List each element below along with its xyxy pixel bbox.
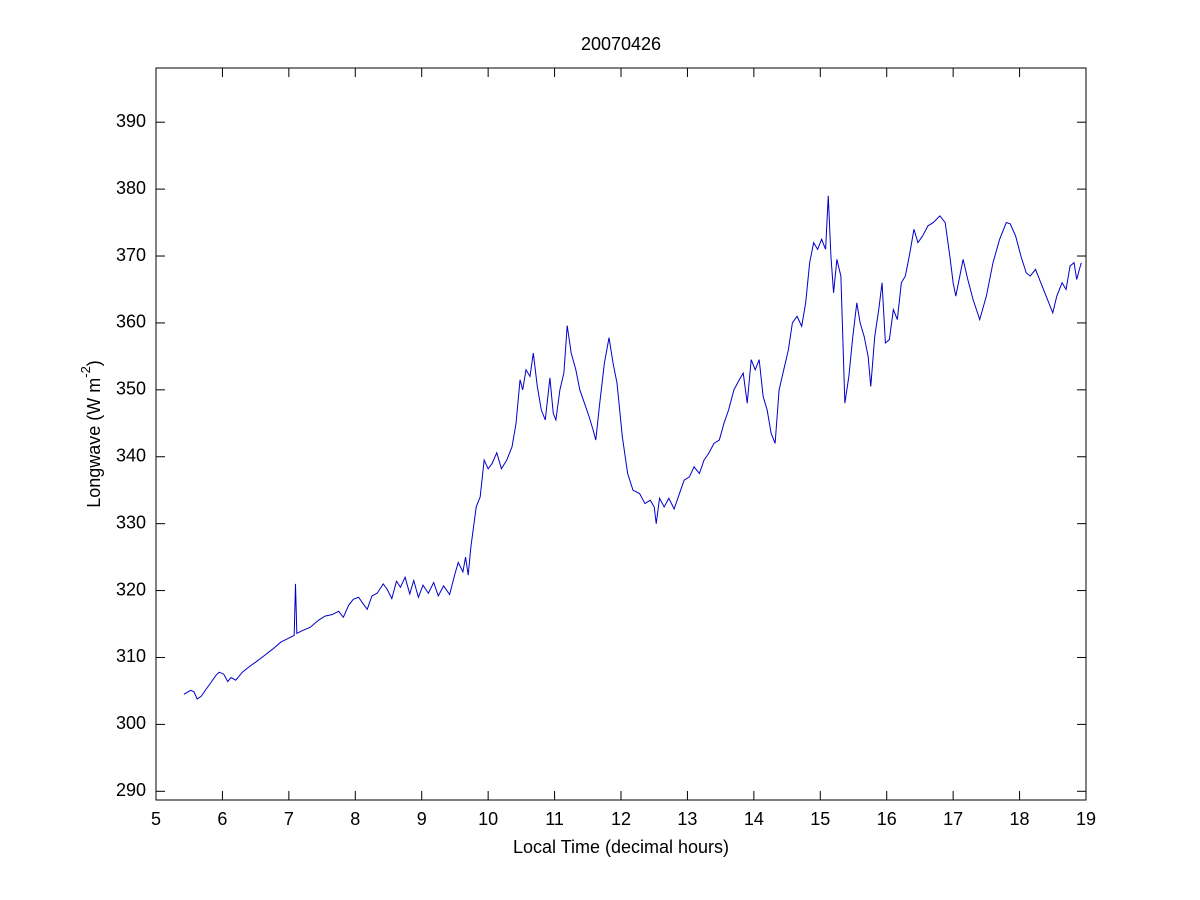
y-tick-label: 390 [116, 111, 146, 131]
y-tick-label: 310 [116, 646, 146, 666]
y-tick-label: 300 [116, 713, 146, 733]
chart-title: 20070426 [581, 34, 661, 54]
x-tick-label: 16 [877, 809, 897, 829]
y-tick-label: 380 [116, 178, 146, 198]
x-tick-label: 7 [284, 809, 294, 829]
x-tick-label: 10 [478, 809, 498, 829]
y-tick-label: 350 [116, 379, 146, 399]
y-tick-label: 340 [116, 445, 146, 465]
x-tick-label: 8 [350, 809, 360, 829]
x-tick-label: 9 [417, 809, 427, 829]
x-tick-label: 5 [151, 809, 161, 829]
data-line [183, 195, 1082, 700]
y-tick-label: 370 [116, 245, 146, 265]
x-tick-label: 17 [943, 809, 963, 829]
x-tick-label: 6 [217, 809, 227, 829]
x-tick-label: 15 [810, 809, 830, 829]
y-tick-label: 330 [116, 512, 146, 532]
y-label-sup: -2 [78, 366, 93, 378]
x-tick-label: 12 [611, 809, 631, 829]
y-label-part: ) [84, 360, 104, 366]
y-label-part: Longwave (W m [84, 378, 104, 508]
y-tick-label: 290 [116, 780, 146, 800]
x-tick-label: 18 [1010, 809, 1030, 829]
x-tick-label: 14 [744, 809, 764, 829]
x-tick-label: 11 [545, 809, 564, 829]
y-tick-label: 320 [116, 579, 146, 599]
x-tick-label: 13 [677, 809, 697, 829]
plot-frame [155, 67, 1087, 801]
y-axis-label: Longwave (W m-2) [78, 360, 103, 508]
x-axis-label: Local Time (decimal hours) [513, 837, 729, 857]
y-tick-label: 360 [116, 312, 146, 332]
x-tick-label: 19 [1076, 809, 1096, 829]
